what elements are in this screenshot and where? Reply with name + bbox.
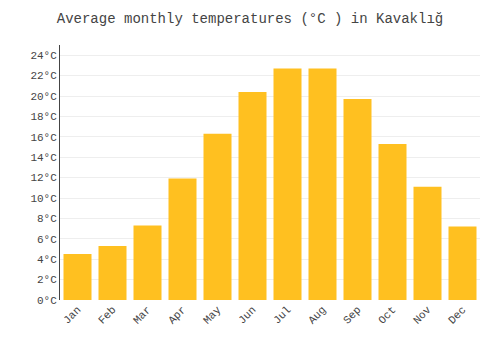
svg-text:12°C: 12°C — [30, 172, 57, 184]
svg-text:10°C: 10°C — [30, 193, 57, 205]
svg-text:6°C: 6°C — [37, 234, 57, 246]
svg-text:Feb: Feb — [96, 304, 118, 326]
svg-text:20°C: 20°C — [30, 91, 57, 103]
svg-text:Dec: Dec — [446, 304, 468, 326]
svg-text:0°C: 0°C — [37, 295, 57, 307]
svg-text:14°C: 14°C — [30, 152, 57, 164]
svg-text:Mar: Mar — [131, 304, 153, 326]
svg-text:Apr: Apr — [166, 304, 188, 326]
svg-text:Nov: Nov — [411, 304, 434, 327]
svg-text:Jan: Jan — [61, 304, 83, 326]
svg-text:8°C: 8°C — [37, 213, 57, 225]
svg-text:24°C: 24°C — [30, 50, 57, 62]
svg-text:22°C: 22°C — [30, 70, 57, 82]
svg-text:4°C: 4°C — [37, 254, 57, 266]
svg-text:Jul: Jul — [271, 304, 293, 326]
svg-text:2°C: 2°C — [37, 274, 57, 286]
svg-text:Oct: Oct — [376, 304, 398, 326]
svg-text:18°C: 18°C — [30, 111, 57, 123]
svg-text:Aug: Aug — [306, 304, 328, 326]
svg-text:Average monthly temperatures (: Average monthly temperatures (°C ) in Ka… — [57, 11, 443, 27]
svg-text:Sep: Sep — [341, 304, 363, 326]
svg-text:Jun: Jun — [236, 304, 258, 326]
svg-text:16°C: 16°C — [30, 132, 57, 144]
svg-text:May: May — [201, 304, 224, 327]
